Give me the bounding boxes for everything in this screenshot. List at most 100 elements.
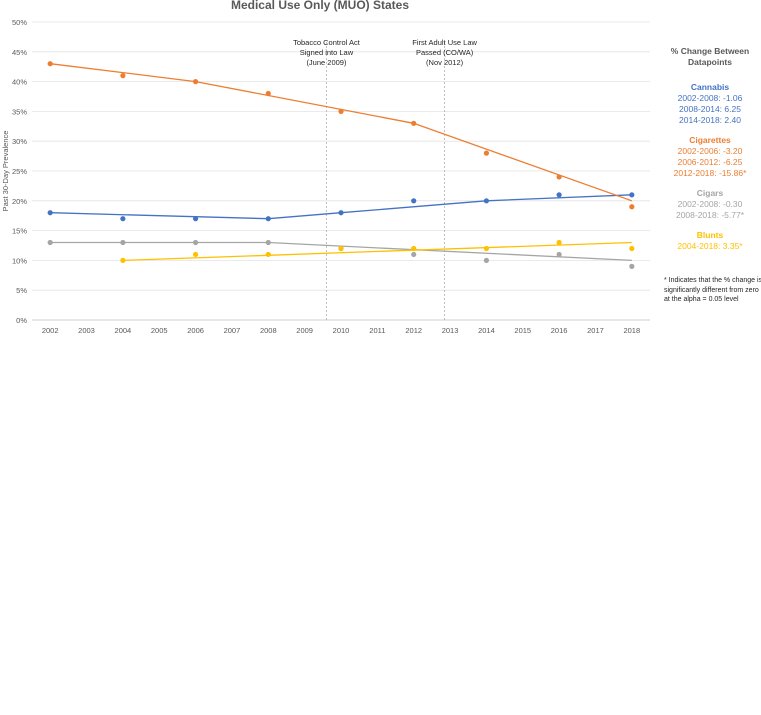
annotation-text: First Adult Use Law bbox=[412, 38, 477, 47]
blunts-point bbox=[556, 239, 562, 246]
legend-heading-line-1: % Change Between bbox=[670, 46, 750, 56]
series-cigarettes bbox=[47, 61, 635, 210]
x-tick-label: 2014 bbox=[478, 326, 495, 335]
series-cigars bbox=[47, 239, 635, 269]
cigarettes-point bbox=[411, 120, 417, 126]
x-tick-label: 2016 bbox=[551, 326, 568, 335]
legend-group-name: Cigars bbox=[696, 188, 724, 198]
x-tick-label: 2018 bbox=[623, 326, 640, 335]
blunts-point bbox=[120, 257, 126, 263]
x-tick-label: 2009 bbox=[296, 326, 313, 335]
x-tick-label: 2015 bbox=[514, 326, 531, 335]
x-axis-ticks: 2002 2003 2004 2005 2006 2007 2008 2009 2010 2011… bbox=[42, 326, 640, 335]
legend-change-value: 2012-2018: -15.86* bbox=[673, 168, 747, 178]
x-tick-label: 2007 bbox=[224, 326, 241, 335]
legend-panel: % Change Between Datapoints Cannabis 2002… bbox=[652, 46, 761, 261]
legend-change-value: 2006-2012: -6.25 bbox=[677, 157, 743, 167]
cigars-point bbox=[556, 251, 562, 258]
cigarettes-trend-line bbox=[50, 63, 633, 202]
annotation-text: Signed into Law bbox=[300, 48, 354, 57]
legend-change-value: 2002-2008: -0.30 bbox=[677, 199, 743, 209]
legend-change-value: 2008-2014: 6.25 bbox=[679, 104, 741, 114]
blunts-point bbox=[629, 245, 635, 252]
legend-change-value: 2008-2018: -5.77* bbox=[675, 210, 745, 220]
legend-heading-line-2: Datapoints bbox=[688, 57, 732, 67]
x-tick-label: 2008 bbox=[260, 326, 277, 335]
x-tick-label: 2004 bbox=[115, 326, 132, 335]
y-tick-label: 20% bbox=[12, 197, 27, 206]
cigars-point bbox=[192, 239, 199, 246]
cigarettes-point bbox=[483, 150, 490, 156]
cannabis-point bbox=[556, 192, 562, 198]
blunts-point bbox=[338, 245, 344, 252]
legend-change-value: 2004-2018: 3.35* bbox=[677, 241, 743, 251]
x-tick-label: 2017 bbox=[587, 326, 604, 335]
y-axis-ticks: 0% 5% 10% 15% 20% 25% 30% 35% 40% 45% 50% bbox=[12, 18, 27, 325]
x-tick-label: 2006 bbox=[187, 326, 204, 335]
cigars-point bbox=[483, 257, 490, 263]
cigarettes-point bbox=[265, 90, 271, 97]
legend-change-value: 2002-2008: -1.06 bbox=[677, 93, 743, 103]
event-lines bbox=[326, 42, 445, 320]
y-tick-label: 40% bbox=[12, 78, 27, 87]
cigarettes-point bbox=[629, 204, 635, 210]
cannabis-point bbox=[47, 210, 53, 216]
x-tick-label: 2010 bbox=[333, 326, 350, 335]
y-tick-label: 50% bbox=[12, 18, 27, 27]
y-axis-label: Past 30-Day Prevalence bbox=[1, 131, 10, 212]
y-tick-label: 30% bbox=[12, 137, 27, 146]
cannabis-point bbox=[629, 192, 635, 198]
cigarettes-point bbox=[120, 73, 126, 79]
x-tick-label: 2011 bbox=[369, 326, 385, 335]
y-tick-label: 45% bbox=[12, 48, 27, 57]
cigarettes-point bbox=[556, 174, 562, 180]
blunts-point bbox=[411, 245, 417, 252]
blunts-point bbox=[192, 251, 199, 258]
y-tick-label: 35% bbox=[12, 107, 27, 116]
cigarettes-point bbox=[47, 61, 53, 67]
blunts-trend-line bbox=[122, 241, 632, 262]
legend-group-cigars: Cigars 2002-2008: -0.30 2008-2018: -5.77* bbox=[652, 188, 761, 221]
chart-title: Medical Use Only (MUO) States bbox=[231, 0, 409, 12]
cannabis-point bbox=[411, 198, 417, 204]
legend-group-cannabis: Cannabis 2002-2008: -1.06 2008-2014: 6.25 2… bbox=[652, 82, 761, 126]
y-tick-label: 15% bbox=[12, 227, 27, 236]
annotation-text: Passed (CO/WA) bbox=[416, 48, 474, 57]
blunts-point bbox=[265, 251, 271, 258]
annotation-text: (June 2009) bbox=[306, 58, 347, 67]
y-tick-label: 5% bbox=[16, 286, 27, 295]
legend-group-name: Cannabis bbox=[690, 82, 730, 92]
series-group bbox=[47, 61, 635, 269]
cigars-point bbox=[411, 251, 417, 258]
significance-footnote: * Indicates that the % change is signifi… bbox=[664, 277, 761, 303]
legend-group-blunts: Blunts 2004-2018: 3.35* bbox=[652, 230, 761, 252]
cigars-point bbox=[629, 263, 635, 269]
legend-change-value: 2014-2018: 2.40 bbox=[679, 115, 741, 125]
x-tick-label: 2005 bbox=[151, 326, 168, 335]
y-tick-label: 10% bbox=[12, 256, 27, 265]
x-tick-label: 2003 bbox=[78, 326, 95, 335]
cigars-point bbox=[265, 239, 271, 246]
cigars-point bbox=[120, 239, 126, 246]
cigarettes-point bbox=[338, 108, 344, 114]
cannabis-point bbox=[192, 216, 199, 222]
cigars-point bbox=[47, 239, 53, 246]
series-cannabis bbox=[47, 192, 635, 222]
series-blunts bbox=[120, 239, 635, 263]
legend-groups: Cannabis 2002-2008: -1.06 2008-2014: 6.25 2… bbox=[652, 82, 761, 252]
legend-heading: % Change Between Datapoints bbox=[652, 46, 761, 68]
cannabis-point bbox=[265, 216, 271, 222]
annotation-text: Tobacco Control Act bbox=[293, 38, 361, 47]
legend-group-cigarettes: Cigarettes 2002-2006: -3.20 2006-2012: -6.… bbox=[652, 135, 761, 179]
cigarettes-point bbox=[192, 79, 199, 85]
cannabis-point bbox=[338, 210, 344, 216]
y-tick-label: 25% bbox=[12, 167, 27, 176]
x-tick-label: 2013 bbox=[442, 326, 459, 335]
legend-change-value: 2002-2006: -3.20 bbox=[677, 146, 743, 156]
x-tick-label: 2002 bbox=[42, 326, 59, 335]
annotation-text: (Nov 2012) bbox=[426, 58, 464, 67]
y-tick-label: 0% bbox=[16, 316, 27, 325]
cannabis-point bbox=[483, 198, 490, 204]
